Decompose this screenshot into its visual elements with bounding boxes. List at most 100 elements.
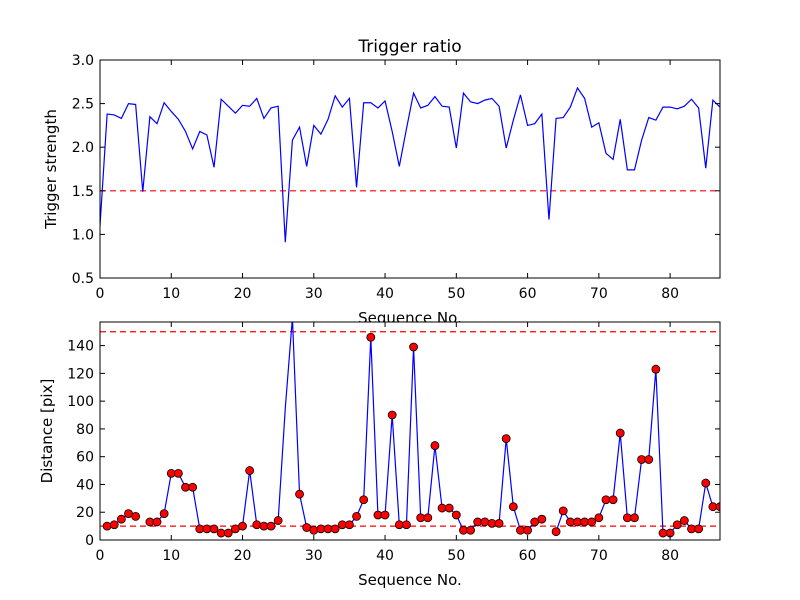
bottom-data-point	[173, 468, 183, 478]
top-x-tick-label: 80	[661, 286, 679, 302]
top-y-axis-label: Trigger strength	[42, 109, 60, 230]
bottom-y-tick-label: 60	[76, 450, 94, 466]
bottom-x-tick-label: 20	[234, 548, 252, 564]
bottom-data-point	[109, 520, 119, 530]
bottom-data-point	[209, 524, 219, 534]
bottom-data-point	[266, 521, 276, 531]
bottom-data-point	[494, 518, 504, 528]
bottom-data-point	[651, 364, 661, 374]
bottom-x-tick-label: 50	[447, 548, 465, 564]
bottom-data-point	[523, 525, 532, 535]
bottom-data-point	[558, 506, 568, 516]
bottom-y-tick-label: 80	[76, 422, 94, 438]
top-y-tick-label: 2.0	[72, 140, 94, 156]
bottom-x-tick-label: 10	[162, 548, 180, 564]
bottom-y-tick-label: 40	[76, 477, 94, 493]
top-y-ticks: 0.5 1.0 1.5 2.0 2.5 3.0	[72, 53, 720, 287]
bottom-data-point	[116, 514, 126, 524]
bottom-data-point	[352, 511, 361, 521]
bottom-data-point	[615, 428, 625, 438]
bottom-data-point	[245, 466, 255, 475]
bottom-data-point	[430, 441, 440, 450]
bottom-data-point	[238, 521, 247, 531]
chart-title: Trigger ratio	[357, 37, 461, 57]
bottom-data-point	[466, 525, 475, 535]
bottom-data-point	[694, 524, 704, 534]
bottom-x-tick-label: 30	[305, 548, 323, 564]
bottom-data-point	[359, 495, 369, 505]
bottom-data-point	[630, 513, 639, 523]
bottom-x-tick-label: 0	[96, 548, 105, 564]
bottom-data-point	[252, 520, 262, 530]
bottom-data-point	[330, 524, 340, 534]
bottom-data-point	[451, 510, 461, 520]
bottom-x-tick-label: 60	[519, 548, 537, 564]
bottom-data-point	[672, 520, 682, 530]
top-x-tick-label: 20	[234, 286, 252, 302]
bottom-data-point	[551, 527, 561, 537]
bottom-x-tick-label: 70	[590, 548, 608, 564]
bottom-data-point	[295, 489, 304, 499]
bottom-data-point	[444, 503, 454, 513]
bottom-data-point	[387, 410, 397, 420]
top-y-tick-label: 0.5	[72, 271, 94, 287]
bottom-data-point	[701, 478, 711, 488]
bottom-data-point	[480, 517, 490, 527]
top-y-tick-label: 2.5	[72, 97, 94, 113]
bottom-data-point	[594, 513, 604, 523]
top-x-tick-label: 50	[447, 286, 465, 302]
top-plot-frame	[99, 59, 721, 279]
bottom-y-tick-label: 20	[76, 505, 94, 521]
top-series-line	[100, 86, 720, 243]
top-y-tick-label: 1.5	[72, 184, 94, 200]
bottom-y-axis-label: Distance [pix]	[38, 379, 56, 484]
bottom-data-point	[402, 520, 411, 530]
top-y-tick-label: 3.0	[72, 53, 94, 69]
trigger-ratio-plot: Trigger ratio 0 10 20 30 40 50 60 70 80 0.5 1.0 1.…	[42, 37, 721, 327]
bottom-data-point	[501, 434, 511, 444]
bottom-y-tick-label: 120	[67, 366, 94, 382]
top-x-tick-label: 60	[519, 286, 537, 302]
bottom-data-point	[366, 332, 376, 342]
bottom-plot-frame	[99, 321, 721, 541]
bottom-x-tick-label: 80	[661, 548, 679, 564]
bottom-data-point	[508, 502, 518, 512]
bottom-x-axis-label: Sequence No.	[358, 571, 462, 589]
bottom-data-point	[587, 517, 597, 527]
top-x-tick-label: 0	[96, 286, 105, 302]
bottom-y-ticks: 0 20 40 60 80 100 120 140	[67, 339, 720, 549]
top-x-tick-label: 30	[305, 286, 323, 302]
bottom-data-point	[679, 516, 689, 525]
distance-plot: 0 10 20 30 40 50 60 70 80 0 20 40 60 80 100 120 140 Seq…	[38, 321, 721, 589]
bottom-data-point	[131, 511, 141, 521]
bottom-data-point	[380, 510, 390, 520]
bottom-data-point	[273, 516, 283, 525]
top-x-tick-label: 40	[376, 286, 394, 302]
bottom-data-point	[537, 514, 547, 524]
top-y-tick-label: 1.0	[72, 227, 94, 243]
bottom-y-tick-label: 140	[67, 339, 94, 355]
bottom-y-tick-label: 0	[85, 533, 94, 549]
bottom-data-point	[608, 495, 618, 505]
top-x-tick-label: 70	[590, 286, 608, 302]
top-x-ticks: 0 10 20 30 40 50 60 70 80	[96, 60, 679, 302]
bottom-data-point	[715, 502, 720, 512]
bottom-data-point	[223, 528, 233, 538]
bottom-data-point	[152, 517, 162, 527]
bottom-data-point	[102, 521, 112, 531]
top-x-tick-label: 10	[162, 286, 180, 302]
bottom-data-point	[188, 482, 198, 492]
bottom-data-point	[345, 520, 354, 530]
bottom-x-tick-label: 40	[376, 548, 394, 564]
top-series	[100, 86, 720, 243]
bottom-data-point	[159, 509, 169, 519]
bottom-data-point	[309, 525, 319, 535]
top-plot-area	[100, 60, 720, 278]
bottom-series	[102, 322, 720, 538]
bottom-data-point	[644, 455, 654, 464]
bottom-x-ticks: 0 10 20 30 40 50 60 70 80	[96, 322, 679, 564]
bottom-y-tick-label: 100	[67, 394, 94, 410]
bottom-data-point	[423, 513, 433, 523]
bottom-data-point	[409, 342, 418, 352]
